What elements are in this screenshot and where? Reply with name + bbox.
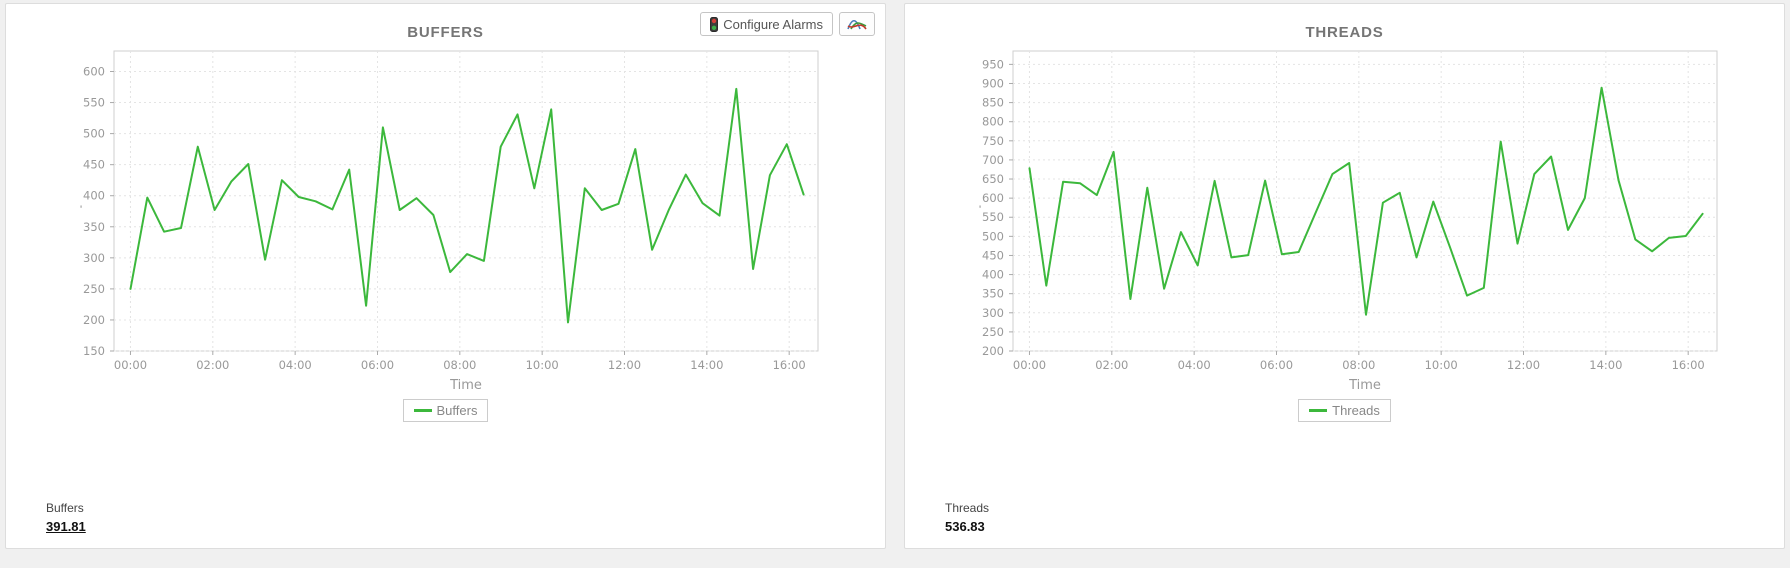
svg-text:08:00: 08:00: [1342, 358, 1375, 372]
traffic-light-icon: [710, 16, 719, 32]
svg-text:10:00: 10:00: [1424, 358, 1457, 372]
dashboard-panels: Configure Alarms BUFFERS ' 150 200 250 300 3…: [5, 3, 1785, 549]
buffers-legend-label: Buffers: [436, 403, 478, 418]
svg-text:00:00: 00:00: [1012, 358, 1045, 372]
svg-text:500: 500: [83, 127, 105, 141]
svg-text:04:00: 04:00: [1177, 358, 1210, 372]
svg-text:200: 200: [982, 344, 1004, 358]
svg-text:550: 550: [83, 96, 105, 110]
svg-text:800: 800: [982, 115, 1004, 129]
svg-text:14:00: 14:00: [1589, 358, 1622, 372]
svg-text:750: 750: [982, 134, 1004, 148]
buffers-stat-value[interactable]: 391.81: [46, 518, 86, 534]
threads-chart-title: THREADS: [1305, 24, 1384, 41]
threads-y-axis-mark: ': [979, 204, 982, 216]
svg-text:900: 900: [982, 76, 1004, 90]
svg-text:12:00: 12:00: [607, 358, 640, 372]
buffers-line-chart[interactable]: 150 200 250 300 350 400 450 500 550 600 00:00 02:00…: [60, 43, 832, 395]
svg-text:450: 450: [83, 158, 105, 172]
svg-text:600: 600: [83, 64, 105, 78]
svg-text:Time: Time: [449, 378, 482, 393]
threads-legend-swatch: [1309, 409, 1328, 412]
threads-legend[interactable]: Threads: [1298, 399, 1391, 422]
svg-text:Time: Time: [1348, 378, 1381, 393]
buffers-legend[interactable]: Buffers: [402, 399, 489, 422]
line-chart-icon: [847, 17, 867, 31]
svg-text:250: 250: [83, 282, 105, 296]
buffers-legend-swatch: [413, 409, 432, 412]
svg-text:150: 150: [83, 344, 105, 358]
svg-text:350: 350: [982, 287, 1004, 301]
svg-text:14:00: 14:00: [690, 358, 723, 372]
svg-text:250: 250: [982, 325, 1004, 339]
chart-view-button[interactable]: [839, 12, 875, 36]
buffers-stat-label: Buffers: [46, 500, 84, 515]
svg-text:02:00: 02:00: [1095, 358, 1128, 372]
svg-text:400: 400: [83, 189, 105, 203]
configure-alarms-button[interactable]: Configure Alarms: [700, 12, 833, 36]
svg-text:04:00: 04:00: [278, 358, 311, 372]
buffers-y-axis-mark: ': [80, 204, 83, 216]
svg-text:300: 300: [982, 306, 1004, 320]
svg-text:950: 950: [982, 57, 1004, 71]
svg-text:16:00: 16:00: [772, 358, 805, 372]
svg-text:06:00: 06:00: [360, 358, 393, 372]
svg-text:00:00: 00:00: [113, 358, 146, 372]
svg-text:08:00: 08:00: [443, 358, 476, 372]
svg-text:06:00: 06:00: [1259, 358, 1292, 372]
threads-stats: Threads 536.83: [945, 499, 989, 537]
svg-text:700: 700: [982, 153, 1004, 167]
buffers-stats: Buffers 391.81: [46, 499, 86, 537]
svg-text:350: 350: [83, 220, 105, 234]
threads-stat-label: Threads: [945, 500, 990, 515]
threads-line-chart[interactable]: 200 250 300 350 400 450 500 550 600 650 700 750 800 8…: [959, 43, 1731, 395]
configure-alarms-label: Configure Alarms: [723, 16, 823, 32]
buffers-toolbar: Configure Alarms: [700, 12, 875, 36]
buffers-panel: Configure Alarms BUFFERS ' 150 200 250 300 3…: [5, 3, 886, 549]
svg-text:600: 600: [982, 191, 1004, 205]
svg-text:200: 200: [83, 313, 105, 327]
threads-panel: THREADS ' 200 250 300 350 400 450 500 550 600 650…: [904, 3, 1785, 549]
buffers-chart-title: BUFFERS: [407, 24, 484, 41]
threads-stat-value[interactable]: 536.83: [945, 518, 985, 534]
svg-text:650: 650: [982, 172, 1004, 186]
svg-text:16:00: 16:00: [1671, 358, 1704, 372]
svg-text:10:00: 10:00: [525, 358, 558, 372]
svg-text:02:00: 02:00: [196, 358, 229, 372]
svg-text:500: 500: [982, 229, 1004, 243]
threads-legend-label: Threads: [1332, 403, 1380, 418]
svg-text:450: 450: [982, 248, 1004, 262]
svg-text:550: 550: [982, 210, 1004, 224]
svg-text:400: 400: [982, 268, 1004, 282]
svg-text:12:00: 12:00: [1506, 358, 1539, 372]
svg-text:300: 300: [83, 251, 105, 265]
svg-text:850: 850: [982, 96, 1004, 110]
